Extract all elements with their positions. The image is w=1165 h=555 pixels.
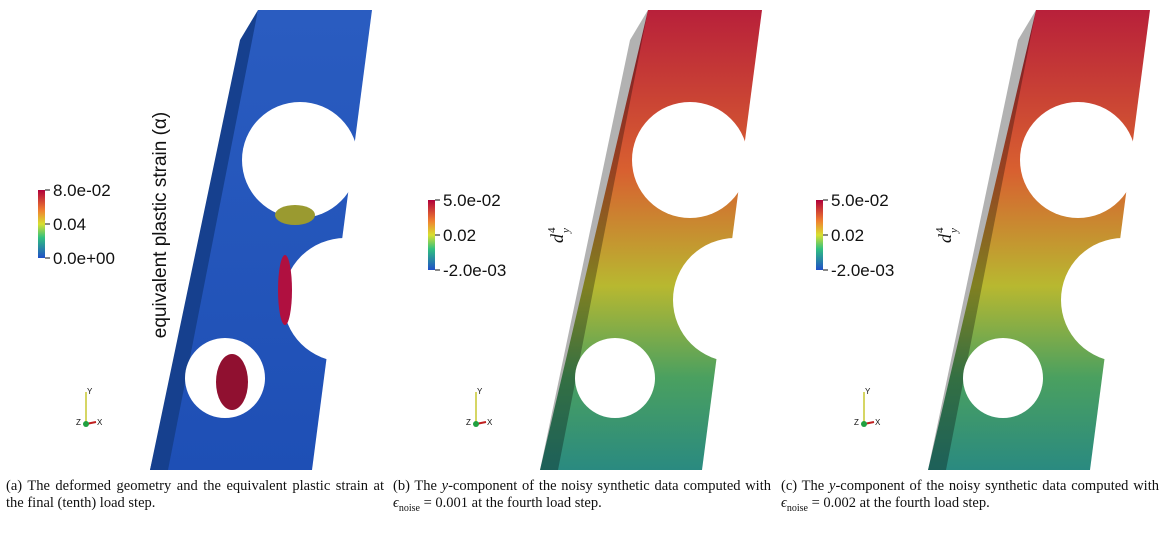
colorbar: [38, 190, 45, 258]
axis-label: Z: [854, 418, 859, 427]
colorbar: [428, 200, 435, 270]
caption-text: = 0.001 at the fourth load step.: [420, 495, 602, 511]
axis-label: Z: [76, 418, 81, 427]
caption-text: = 0.002 at the fourth load step.: [808, 495, 990, 511]
colorbar-tick-label: -2.0e-03: [443, 261, 506, 280]
axis-label: X: [875, 418, 881, 427]
colorbar-tick-label: -2.0e-03: [831, 261, 894, 280]
caption-subscript: noise: [399, 503, 420, 514]
specimen: [540, 10, 797, 470]
colorbar-tick-label: 0.04: [53, 215, 86, 234]
caption-text: -component of the noisy synthetic data c…: [448, 478, 771, 494]
figure: 8.0e-02 0.04 0.0e+00 equivalent plastic str…: [0, 0, 1165, 475]
axis-z: [83, 421, 89, 427]
axis-label: Y: [865, 387, 871, 396]
caption-subscript: noise: [787, 503, 808, 514]
title-base: d: [547, 233, 567, 243]
renderings: [150, 10, 1165, 470]
colorbar-tick-label: 5.0e-02: [831, 191, 889, 210]
title-sup: 4: [934, 227, 946, 233]
axis-z: [473, 421, 479, 427]
axis-label: X: [487, 418, 493, 427]
specimen: [928, 10, 1165, 470]
colorbar-tick-label: 0.02: [831, 226, 864, 245]
colorbar: [816, 200, 823, 270]
caption: (b) The y-component of the noisy synthet…: [393, 478, 771, 517]
colorbar-title: equivalent plastic strain (α): [150, 112, 171, 338]
axis-z: [861, 421, 867, 427]
caption-label: (a): [6, 478, 22, 494]
caption-text: -component of the noisy synthetic data c…: [835, 478, 1159, 494]
caption-text: The: [414, 478, 441, 494]
page: {"panels": [ {"colorbar": {"title": "equ…: [0, 0, 1165, 555]
colorbar-tick-label: 5.0e-02: [443, 191, 501, 210]
caption-text: The deformed geometry and the equivalent…: [6, 478, 384, 511]
caption: (a) The deformed geometry and the equiva…: [6, 478, 384, 512]
title-base: d: [935, 233, 955, 243]
caption-text: The: [802, 478, 829, 494]
axis-label: Y: [87, 387, 93, 396]
axis-label: Y: [477, 387, 483, 396]
colorbar-tick-label: 0.0e+00: [53, 249, 115, 268]
caption-label: (c): [781, 478, 797, 494]
title-sub: y: [948, 228, 960, 234]
specimen: [150, 10, 407, 470]
colorbar-tick-label: 8.0e-02: [53, 181, 111, 200]
caption: (c) The y-component of the noisy synthet…: [781, 478, 1159, 517]
axis-label: Z: [466, 418, 471, 427]
caption-label: (b): [393, 478, 410, 494]
colorbar-tick-label: 0.02: [443, 226, 476, 245]
axis-label: X: [97, 418, 103, 427]
title-sub: y: [560, 228, 572, 234]
title-sup: 4: [546, 227, 558, 233]
